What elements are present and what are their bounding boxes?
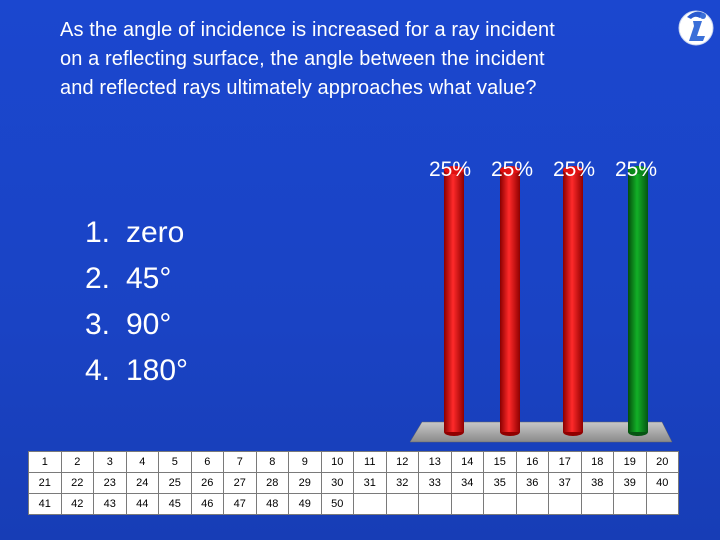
value-label-group: 25% 25% 25% 25% bbox=[429, 158, 657, 181]
grid-cell: 40 bbox=[645, 472, 679, 494]
grid-cell: 13 bbox=[418, 451, 452, 473]
answer-text: 45° bbox=[126, 262, 172, 295]
grid-cell: 33 bbox=[418, 472, 452, 494]
grid-cell: 35 bbox=[483, 472, 517, 494]
grid-cell: 18 bbox=[580, 451, 614, 473]
grid-cell: 22 bbox=[60, 472, 94, 494]
question-line-2: on a reflecting surface, the angle betwe… bbox=[60, 48, 545, 70]
grid-cell bbox=[548, 493, 582, 515]
grid-cell: 12 bbox=[385, 451, 419, 473]
value-label-3: 25% bbox=[553, 158, 595, 181]
grid-cell bbox=[645, 493, 679, 515]
grid-row: 1 2 3 4 5 6 7 8 9 10 11 12 13 14 15 16 17 18 19 20 bbox=[28, 451, 679, 473]
answer-list: 1. zero 2. 45° 3. 90° 4. 180° bbox=[58, 210, 188, 394]
grid-cell: 37 bbox=[548, 472, 582, 494]
bar-1 bbox=[444, 170, 464, 432]
grid-cell bbox=[613, 493, 647, 515]
bar-top-2 bbox=[500, 166, 520, 174]
bar-top-1 bbox=[444, 166, 464, 174]
grid-cell: 8 bbox=[255, 451, 289, 473]
grid-cell: 49 bbox=[288, 493, 322, 515]
bar-4 bbox=[628, 170, 648, 432]
grid-cell: 25 bbox=[158, 472, 192, 494]
grid-cell: 19 bbox=[613, 451, 647, 473]
answer-option-3[interactable]: 3. 90° bbox=[58, 302, 188, 348]
grid-cell: 14 bbox=[450, 451, 484, 473]
grid-cell: 29 bbox=[288, 472, 322, 494]
grid-cell: 30 bbox=[320, 472, 354, 494]
grid-cell: 6 bbox=[190, 451, 224, 473]
grid-cell bbox=[515, 493, 549, 515]
value-label-1: 25% bbox=[429, 158, 471, 181]
grid-cell bbox=[385, 493, 419, 515]
grid-cell: 11 bbox=[353, 451, 387, 473]
bar-group bbox=[444, 166, 648, 436]
grid-cell: 50 bbox=[320, 493, 354, 515]
grid-cell: 32 bbox=[385, 472, 419, 494]
grid-cell: 45 bbox=[158, 493, 192, 515]
grid-cell: 15 bbox=[483, 451, 517, 473]
grid-cell bbox=[483, 493, 517, 515]
grid-row: 21 22 23 24 25 26 27 28 29 30 31 32 33 34 35 36 37 38 39 40 bbox=[28, 472, 679, 494]
answer-option-4[interactable]: 4. 180° bbox=[58, 348, 188, 394]
grid-cell: 34 bbox=[450, 472, 484, 494]
grid-cell: 38 bbox=[580, 472, 614, 494]
answer-number: 3. bbox=[84, 308, 110, 341]
grid-cell: 39 bbox=[613, 472, 647, 494]
answer-text: 180° bbox=[126, 354, 189, 387]
grid-cell bbox=[580, 493, 614, 515]
value-label-4: 25% bbox=[615, 158, 657, 181]
grid-cell: 23 bbox=[93, 472, 127, 494]
grid-cell: 41 bbox=[28, 493, 62, 515]
grid-cell: 1 bbox=[28, 451, 62, 473]
grid-cell: 31 bbox=[353, 472, 387, 494]
answer-text: zero bbox=[126, 216, 185, 249]
grid-row: 41 42 43 44 45 46 47 48 49 50 bbox=[28, 493, 679, 515]
question-line-3: and reflected rays ultimately approaches… bbox=[60, 77, 537, 99]
grid-cell: 48 bbox=[255, 493, 289, 515]
grid-cell: 2 bbox=[60, 451, 94, 473]
grid-cell: 24 bbox=[125, 472, 159, 494]
bar-2 bbox=[500, 170, 520, 432]
grid-cell: 16 bbox=[515, 451, 549, 473]
grid-cell: 17 bbox=[548, 451, 582, 473]
grid-cell bbox=[450, 493, 484, 515]
grid-cell: 7 bbox=[223, 451, 257, 473]
grid-cell: 21 bbox=[28, 472, 62, 494]
question-line-1: As the angle of incidence is increased f… bbox=[60, 19, 555, 41]
grid-cell: 46 bbox=[190, 493, 224, 515]
answer-number: 4. bbox=[84, 354, 110, 387]
grid-cell: 27 bbox=[223, 472, 257, 494]
grid-cell: 26 bbox=[190, 472, 224, 494]
grid-cell: 42 bbox=[60, 493, 94, 515]
grid-cell: 28 bbox=[255, 472, 289, 494]
grid-cell bbox=[353, 493, 387, 515]
grid-cell: 4 bbox=[125, 451, 159, 473]
grid-cell: 9 bbox=[288, 451, 322, 473]
answer-text: 90° bbox=[126, 308, 172, 341]
grid-cell: 44 bbox=[125, 493, 159, 515]
answer-option-1[interactable]: 1. zero bbox=[58, 210, 188, 256]
grid-cell: 36 bbox=[515, 472, 549, 494]
answer-number: 2. bbox=[84, 262, 110, 295]
response-grid: 1 2 3 4 5 6 7 8 9 10 11 12 13 14 15 16 17 18 19 20 21 22 23 24 2… bbox=[28, 451, 679, 515]
grid-cell: 47 bbox=[223, 493, 257, 515]
question-text: As the angle of incidence is increased f… bbox=[60, 16, 660, 103]
grid-cell: 5 bbox=[158, 451, 192, 473]
bar-3 bbox=[563, 170, 583, 432]
bar-top-4 bbox=[628, 166, 648, 174]
grid-cell bbox=[418, 493, 452, 515]
answer-number: 1. bbox=[84, 216, 110, 249]
grid-cell: 20 bbox=[645, 451, 679, 473]
grid-cell: 10 bbox=[320, 451, 354, 473]
answer-option-2[interactable]: 2. 45° bbox=[58, 256, 188, 302]
value-label-2: 25% bbox=[491, 158, 533, 181]
grid-cell: 43 bbox=[93, 493, 127, 515]
clicker-logo-icon bbox=[678, 10, 714, 46]
bar-top-3 bbox=[563, 166, 583, 174]
grid-cell: 3 bbox=[93, 451, 127, 473]
